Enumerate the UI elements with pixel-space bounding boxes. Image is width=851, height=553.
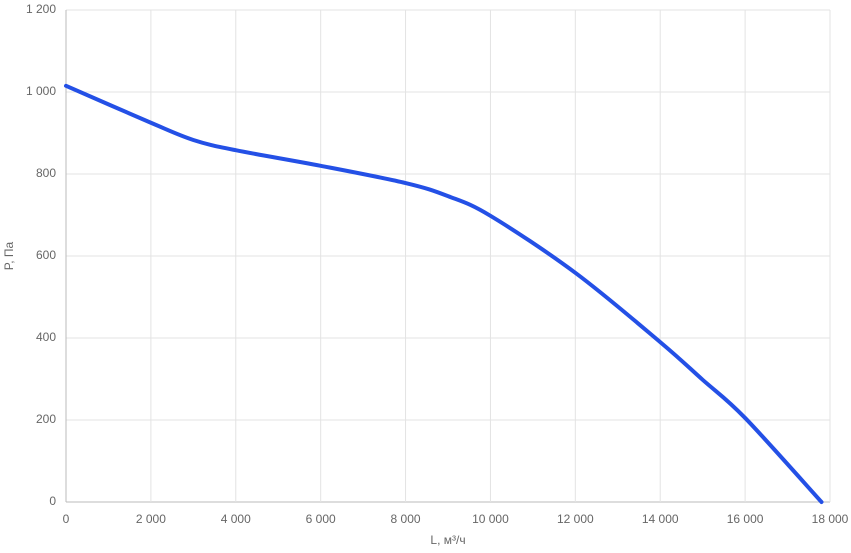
x-tick-label: 4 000 [221, 512, 251, 526]
x-tick-label: 14 000 [642, 512, 679, 526]
x-tick-label: 16 000 [727, 512, 764, 526]
x-tick-label: 6 000 [306, 512, 336, 526]
y-tick-label: 400 [36, 330, 56, 344]
y-tick-label: 600 [36, 248, 56, 262]
y-axis-title: P, Па [2, 241, 16, 270]
x-tick-label: 8 000 [391, 512, 421, 526]
x-axis-title: L, м³/ч [430, 533, 465, 547]
x-tick-label: 0 [63, 512, 70, 526]
x-tick-label: 12 000 [557, 512, 594, 526]
x-tick-label: 10 000 [472, 512, 509, 526]
y-tick-label: 0 [49, 494, 56, 508]
y-tick-label: 800 [36, 166, 56, 180]
y-tick-label: 200 [36, 412, 56, 426]
y-tick-label: 1 000 [26, 84, 56, 98]
line-series [64, 83, 824, 504]
x-tick-label: 18 000 [812, 512, 849, 526]
y-tick-label: 1 200 [26, 2, 56, 16]
x-tick-label: 2 000 [136, 512, 166, 526]
